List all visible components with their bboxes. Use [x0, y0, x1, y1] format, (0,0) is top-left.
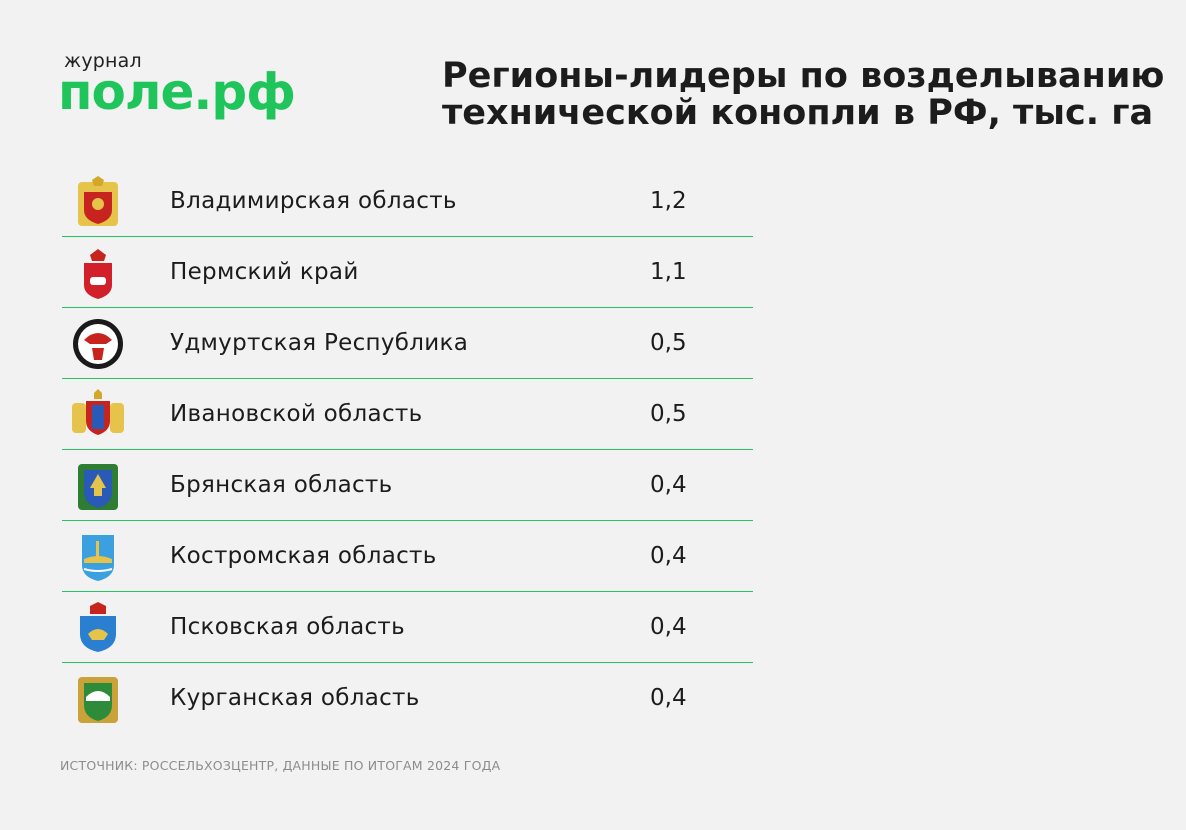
region-name: Курганская область [170, 685, 420, 711]
region-value: 0,4 [650, 472, 687, 498]
perm-coat-of-arms-icon [70, 245, 126, 301]
title-line-1: Регионы-лидеры по возделыванию [442, 56, 1165, 96]
pskov-coat-of-arms-icon [70, 600, 126, 656]
logo-big-text: поле.рф [58, 63, 296, 121]
table-row: Ивановской область 0,5 [62, 379, 753, 450]
source-note: ИСТОЧНИК: РОССЕЛЬХОЗЦЕНТР, ДАННЫЕ ПО ИТО… [60, 758, 501, 773]
kostroma-coat-of-arms-icon [70, 529, 126, 585]
logo-small-text: журнал [64, 50, 142, 72]
region-value: 0,5 [650, 401, 687, 427]
kurgan-coat-of-arms-icon [70, 671, 126, 727]
region-name: Удмуртская Республика [170, 330, 469, 356]
region-value: 1,2 [650, 188, 687, 214]
regions-table: Владимирская область 1,2 Пермский край 1… [62, 166, 753, 733]
ivanovo-coat-of-arms-icon [70, 387, 126, 443]
region-value: 0,4 [650, 543, 687, 569]
table-row: Костромская область 0,4 [62, 521, 753, 592]
region-value: 0,4 [650, 614, 687, 640]
vladimir-coat-of-arms-icon [70, 174, 126, 230]
region-name: Костромская область [170, 543, 437, 569]
region-name: Псковская область [170, 614, 405, 640]
region-name: Пермский край [170, 259, 359, 285]
region-value: 0,5 [650, 330, 687, 356]
title-line-2: технической конопли в РФ, тыс. га [442, 93, 1154, 133]
region-name: Брянская область [170, 472, 393, 498]
table-row: Курганская область 0,4 [62, 663, 753, 733]
logo: журнал поле.рф [58, 50, 296, 121]
region-value: 1,1 [650, 259, 687, 285]
region-value: 0,4 [650, 685, 687, 711]
chart-title: Регионы-лидеры по возделыванию техническ… [442, 56, 1165, 133]
table-row: Удмуртская Республика 0,5 [62, 308, 753, 379]
region-name: Ивановской область [170, 401, 423, 427]
table-row: Псковская область 0,4 [62, 592, 753, 663]
region-name: Владимирская область [170, 188, 457, 214]
table-row: Пермский край 1,1 [62, 237, 753, 308]
udmurtia-coat-of-arms-icon [70, 316, 126, 372]
bryansk-coat-of-arms-icon [70, 458, 126, 514]
table-row: Владимирская область 1,2 [62, 166, 753, 237]
table-row: Брянская область 0,4 [62, 450, 753, 521]
